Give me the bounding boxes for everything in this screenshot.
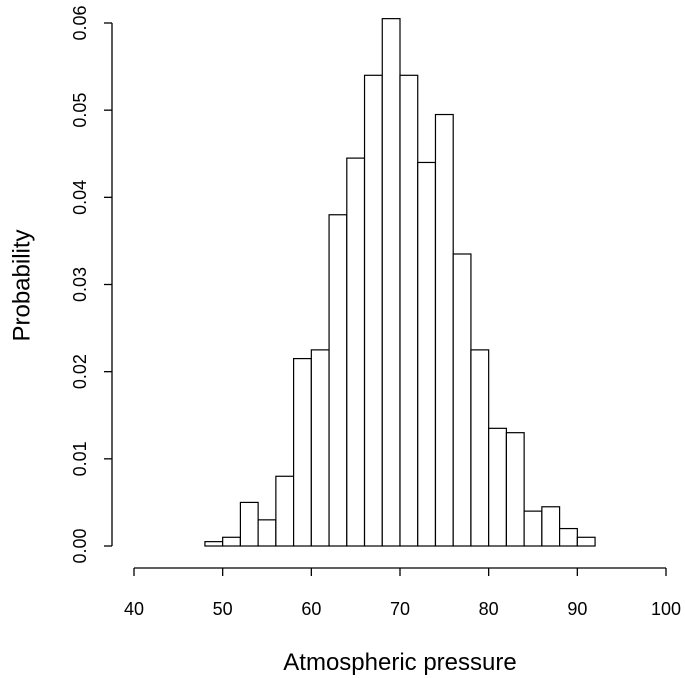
y-axis-title: Probability	[9, 229, 36, 341]
x-axis-title: Atmospheric pressure	[283, 649, 516, 676]
histogram-bar-84-86	[523, 510, 543, 547]
x-tick-label: 80	[479, 599, 499, 619]
histogram-bar-58-60	[293, 357, 312, 547]
histogram-bar-88-90	[558, 527, 578, 547]
x-tick-label: 50	[213, 599, 233, 619]
x-tick-label: 70	[390, 599, 410, 619]
x-tick-label: 60	[301, 599, 321, 619]
histogram-bar-72-74	[417, 161, 437, 547]
histogram-bar-50-52	[222, 536, 242, 547]
y-axis: 0.00 0.01 0.02 0.03 0.04 0.05 0.06	[70, 5, 113, 564]
x-ticks: 40 50 60 70 80 90 100	[124, 568, 681, 619]
histogram-bar-60-62	[310, 349, 330, 547]
histogram-bar-90-92	[576, 536, 596, 547]
histogram-bar-82-84	[505, 432, 525, 547]
histogram-bar-74-76	[434, 113, 454, 547]
x-tick-label: 100	[651, 599, 681, 619]
histogram-bar-52-54	[239, 501, 259, 547]
x-tick-label: 40	[124, 599, 144, 619]
histogram-bar-64-66	[346, 157, 366, 547]
histogram-bar-70-72	[399, 74, 419, 547]
y-tick-label: 0.04	[70, 180, 90, 215]
histogram-bar-48-50	[204, 541, 224, 547]
histogram-bar-68-70	[381, 18, 401, 547]
histogram-bar-62-64	[328, 214, 348, 547]
y-tick-label: 0.06	[70, 5, 90, 40]
histogram-bar-54-56	[257, 519, 277, 547]
x-axis: 40 50 60 70 80 90 100	[124, 567, 681, 619]
histogram-bar-78-80	[470, 349, 490, 547]
y-ticks: 0.00 0.01 0.02 0.03 0.04 0.05 0.06	[70, 5, 112, 564]
x-tick-label: 90	[567, 599, 587, 619]
histogram-bar-80-82	[488, 427, 507, 547]
y-tick-label: 0.02	[70, 354, 90, 389]
bars-group	[204, 18, 596, 547]
y-tick-label: 0.00	[70, 528, 90, 563]
y-tick-label: 0.05	[70, 93, 90, 128]
y-tick-label: 0.03	[70, 267, 90, 302]
histogram-bar-76-78	[452, 253, 472, 547]
histogram-bar-56-58	[275, 475, 295, 547]
histogram-bar-86-88	[541, 506, 561, 547]
y-tick-label: 0.01	[70, 441, 90, 476]
histogram-bar-66-68	[363, 74, 383, 547]
